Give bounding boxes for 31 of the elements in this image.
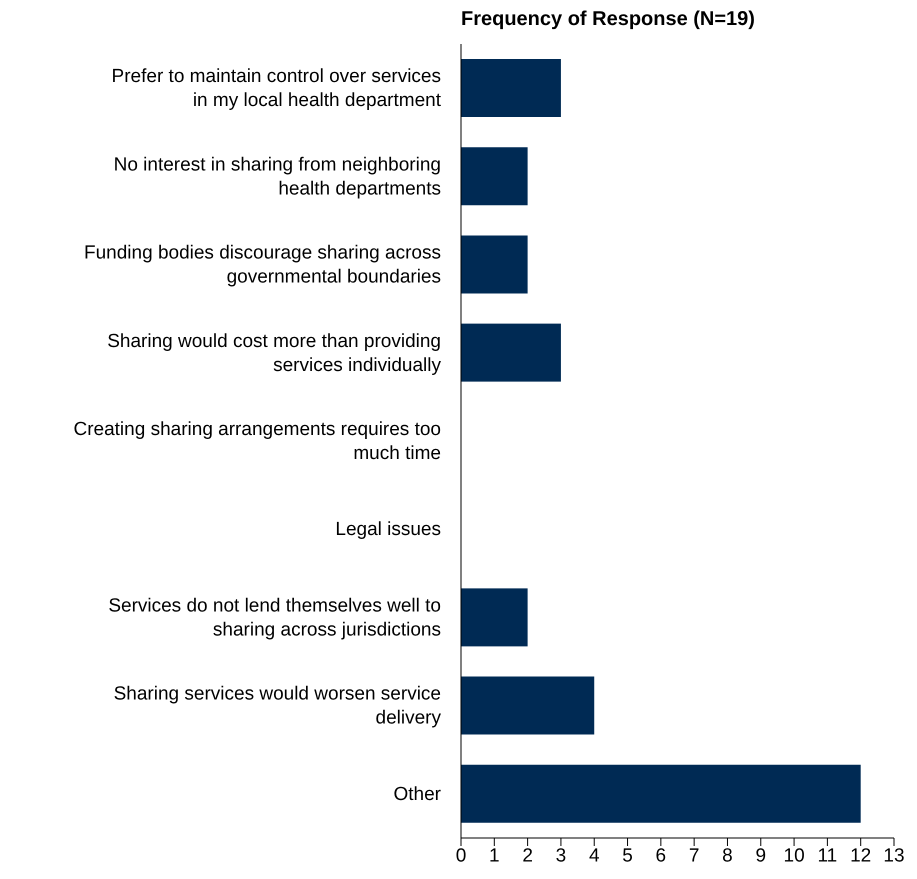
x-tick-label: 11: [818, 845, 838, 866]
y-tick-label: Creating sharing arrangements requires too much time: [73, 418, 441, 464]
y-tick-label: Prefer to maintain control over services in my local health department: [112, 66, 442, 111]
x-tick-label: 13: [883, 845, 905, 866]
x-tick-label: 2: [522, 845, 533, 866]
x-tick-label: 8: [722, 845, 733, 866]
x-tick-label: 6: [656, 845, 666, 866]
y-tick-label: Legal issues: [335, 518, 441, 540]
y-tick-label: No interest in sharing from neighboring health departments: [114, 154, 441, 199]
x-tick-label: 3: [556, 845, 566, 866]
bar: [461, 147, 528, 206]
bar: [461, 324, 561, 382]
x-tick-label: 12: [850, 845, 872, 866]
x-tick-label: 7: [688, 845, 700, 866]
y-tick-label: Other: [393, 783, 442, 804]
x-tick-label: 10: [784, 845, 805, 866]
x-tick-label: 5: [622, 845, 633, 866]
bar: [461, 235, 528, 294]
x-tick-label: 4: [588, 845, 600, 866]
bar: [461, 676, 594, 735]
chart-title: Frequency of Response (N=19): [461, 8, 756, 32]
x-tick-label: 1: [489, 845, 500, 866]
x-tick-label: 0: [456, 845, 466, 866]
x-tick-label: 9: [755, 845, 766, 866]
y-tick-label: Sharing would cost more than providing services individually: [107, 330, 442, 376]
bar: [461, 59, 561, 117]
bar: [461, 588, 528, 646]
y-tick-label: Services do not lend themselves well to sharing across jurisdictions: [108, 594, 441, 640]
bar: [461, 764, 861, 823]
y-tick-label: Sharing services would worsen service delivery: [114, 683, 442, 728]
y-tick-label: Funding bodies discourage sharing across governmental boundaries: [84, 242, 441, 288]
